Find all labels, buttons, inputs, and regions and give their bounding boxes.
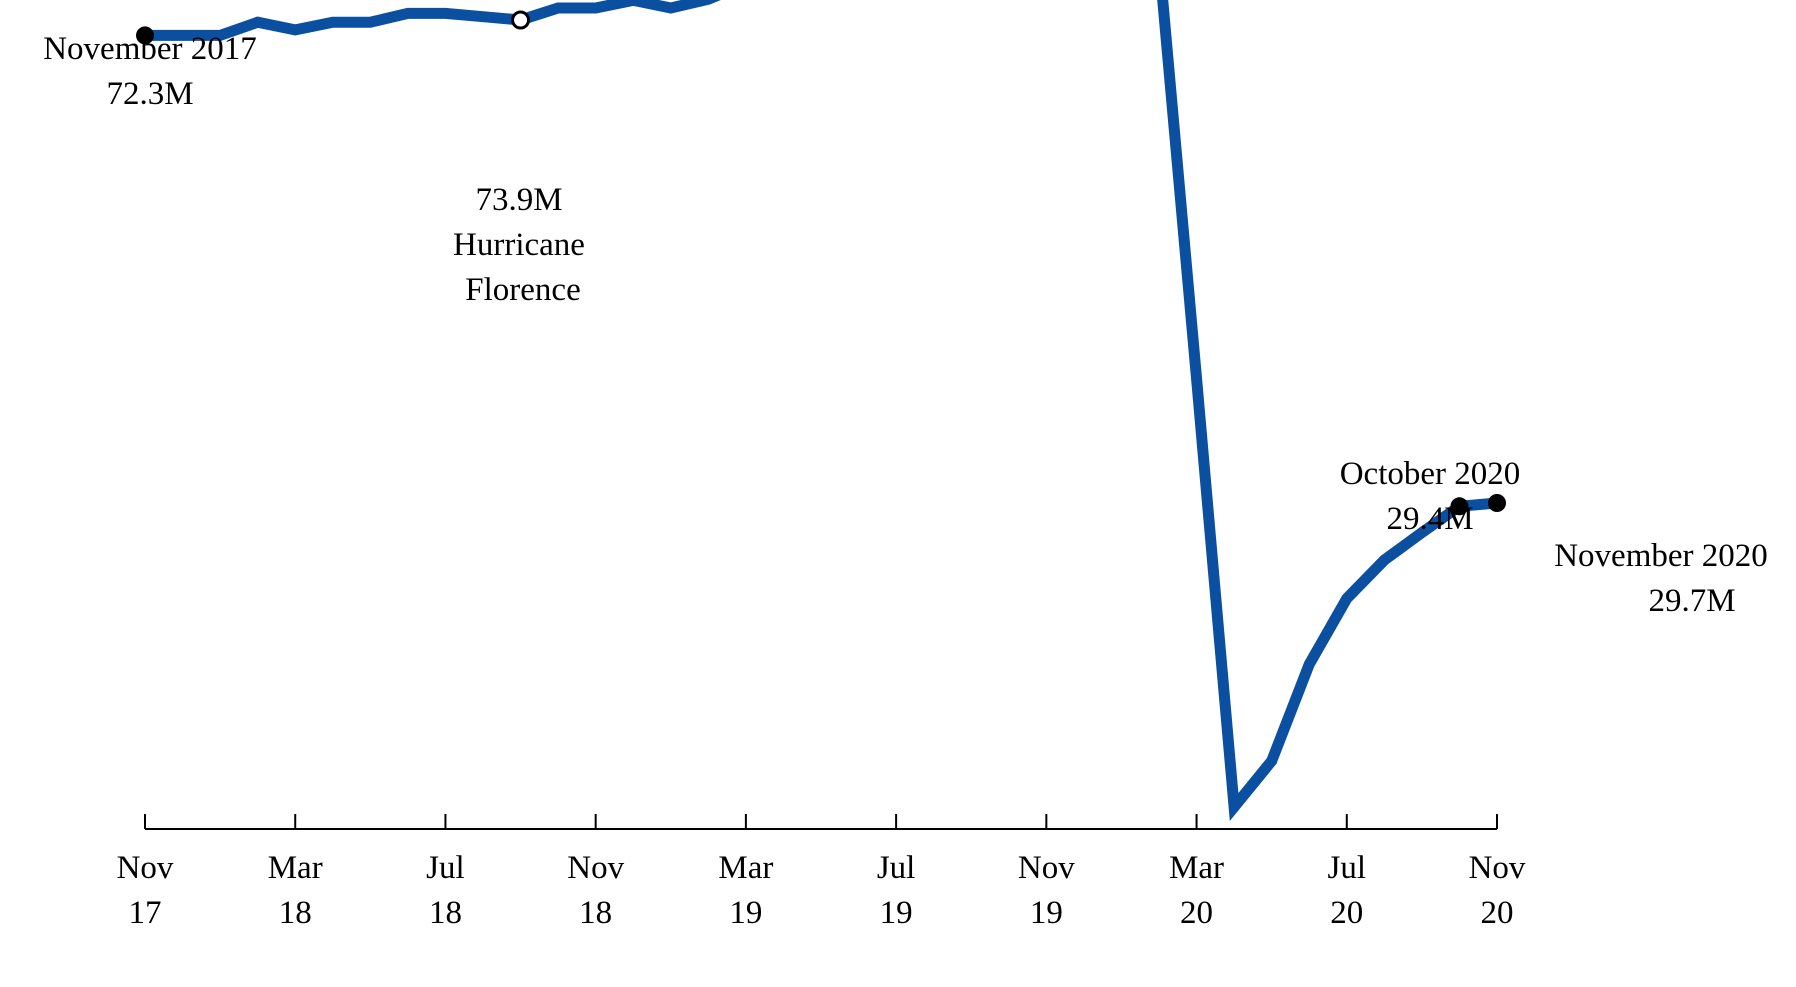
x-tick-label-month: Mar <box>268 850 323 886</box>
marker-point <box>136 26 154 45</box>
annotation-florence: 73.9M Hurricane Florence <box>453 182 585 308</box>
x-tick-label-year: 20 <box>1481 895 1514 931</box>
x-tick-label-year: 17 <box>129 895 162 931</box>
annotation-end-line2: 29.7M <box>1648 583 1735 619</box>
x-tick-label-month: Jul <box>426 850 465 886</box>
x-tick-label-year: 18 <box>579 895 612 931</box>
x-tick-label-month: Jul <box>1328 850 1367 886</box>
x-tick-label-year: 20 <box>1180 895 1213 931</box>
x-tick-label-month: Nov <box>1018 850 1075 886</box>
x-tick-label-year: 19 <box>880 895 913 931</box>
x-tick-label-month: Mar <box>718 850 773 886</box>
annotation-october-2020: October 2020 29.4M <box>1340 456 1521 537</box>
x-tick-label-year: 20 <box>1330 895 1363 931</box>
x-tick-label-month: Jul <box>877 850 916 886</box>
annotation-october-line1: October 2020 <box>1340 456 1521 492</box>
x-tick-label-month: Nov <box>1469 850 1526 886</box>
x-tick-label-month: Mar <box>1169 850 1224 886</box>
annotation-florence-value: 73.9M <box>475 182 562 218</box>
annotation-start: November 2017 72.3M <box>43 31 257 112</box>
annotation-start-line1: November 2017 <box>43 31 257 67</box>
x-tick-label-year: 18 <box>279 895 312 931</box>
marker-group <box>136 10 1506 516</box>
x-tick-label-month: Nov <box>567 850 624 886</box>
annotation-florence-label1: Hurricane <box>453 227 585 263</box>
marker-point <box>1488 493 1506 512</box>
annotation-end-line1: November 2020 <box>1554 538 1768 574</box>
x-tick-label-year: 18 <box>429 895 462 931</box>
x-axis-ticks: Nov 17 Mar 18 Jul 18 Nov 18 Mar 19 Jul 19 Nov 19 Mar 20… <box>117 814 1526 931</box>
marker-point <box>1450 497 1469 516</box>
marker-hollow <box>511 10 531 30</box>
annotation-florence-label2: Florence <box>465 272 580 308</box>
annotation-end: November 2020 29.7M <box>1554 538 1768 619</box>
annotation-october-line2: 29.4M <box>1386 501 1473 537</box>
x-tick-label-year: 19 <box>1030 895 1063 931</box>
series-group <box>145 0 1498 821</box>
x-tick-label-month: Nov <box>117 850 174 886</box>
annotation-start-line2: 72.3M <box>106 76 193 112</box>
series-line <box>145 0 1498 821</box>
x-tick-label-year: 19 <box>729 895 762 931</box>
